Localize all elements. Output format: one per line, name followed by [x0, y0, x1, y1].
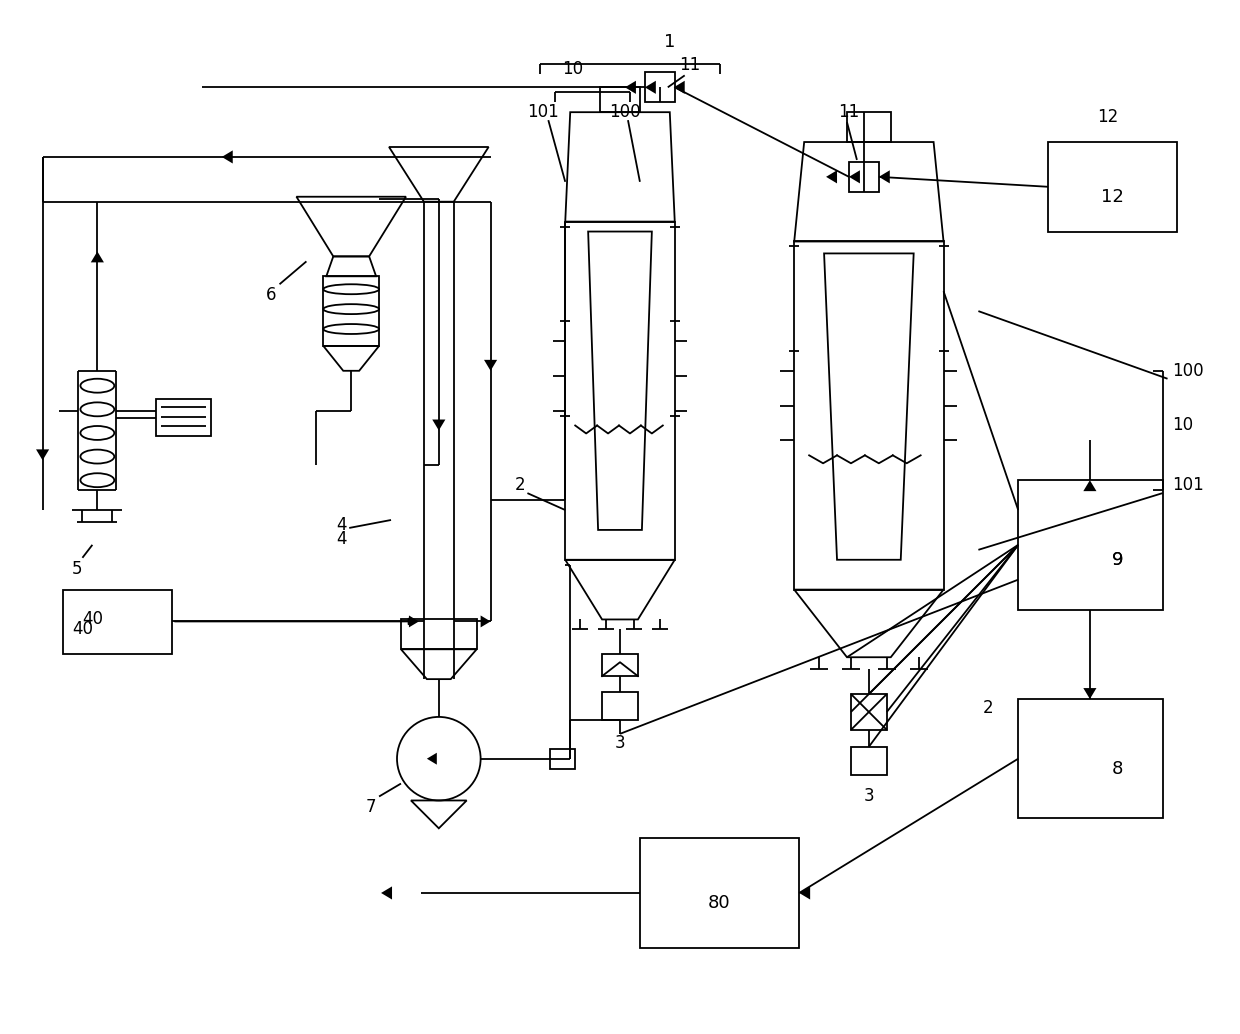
- Bar: [794, 242, 944, 589]
- Text: 3: 3: [863, 787, 874, 804]
- Text: 40: 40: [72, 620, 93, 638]
- Text: 2: 2: [983, 699, 993, 717]
- Text: 12: 12: [1097, 109, 1118, 126]
- Bar: [156, 399, 211, 436]
- Text: 100: 100: [1173, 362, 1204, 379]
- Bar: [1018, 699, 1163, 818]
- Bar: [640, 839, 800, 948]
- Bar: [645, 72, 675, 102]
- Text: 1: 1: [665, 32, 676, 51]
- Text: 11: 11: [838, 103, 859, 121]
- Polygon shape: [1084, 688, 1096, 699]
- Polygon shape: [849, 171, 859, 183]
- Text: 101: 101: [527, 103, 559, 121]
- Text: 80: 80: [708, 894, 730, 912]
- Bar: [401, 619, 476, 649]
- Polygon shape: [879, 171, 890, 183]
- Text: 6: 6: [267, 286, 277, 304]
- Text: 7: 7: [366, 798, 377, 817]
- Polygon shape: [91, 251, 104, 263]
- Polygon shape: [800, 886, 810, 900]
- Text: 9: 9: [1112, 551, 1123, 569]
- Text: 100: 100: [609, 103, 641, 121]
- Text: 4: 4: [336, 530, 346, 548]
- Text: 10: 10: [562, 60, 583, 79]
- Text: 10: 10: [1173, 417, 1194, 434]
- Polygon shape: [409, 615, 419, 628]
- Bar: [1048, 142, 1178, 232]
- Text: 5: 5: [72, 559, 83, 578]
- Text: 2: 2: [515, 476, 526, 494]
- Text: 3: 3: [615, 734, 625, 752]
- Bar: [551, 749, 575, 768]
- Bar: [603, 692, 637, 720]
- Polygon shape: [673, 81, 684, 94]
- Polygon shape: [433, 420, 445, 430]
- Text: 101: 101: [1173, 476, 1204, 494]
- Text: 12: 12: [1101, 188, 1125, 206]
- Polygon shape: [381, 886, 392, 900]
- Polygon shape: [481, 615, 491, 628]
- Bar: [565, 221, 675, 559]
- Bar: [324, 276, 379, 346]
- Bar: [849, 162, 879, 191]
- Polygon shape: [36, 450, 50, 460]
- Text: 40: 40: [82, 610, 103, 629]
- Polygon shape: [645, 81, 656, 94]
- Polygon shape: [625, 81, 636, 94]
- Bar: [62, 589, 172, 655]
- Text: 4: 4: [336, 516, 346, 534]
- Bar: [851, 747, 887, 774]
- Polygon shape: [427, 753, 436, 765]
- Bar: [847, 112, 890, 142]
- Text: 9: 9: [1112, 551, 1123, 569]
- Polygon shape: [826, 171, 837, 183]
- Text: 8: 8: [1112, 760, 1123, 778]
- Polygon shape: [222, 150, 233, 163]
- Polygon shape: [1084, 480, 1096, 491]
- Text: 11: 11: [680, 57, 701, 74]
- Polygon shape: [484, 360, 497, 371]
- Bar: [1018, 480, 1163, 609]
- Bar: [600, 87, 640, 112]
- Bar: [603, 655, 637, 676]
- Bar: [851, 694, 887, 730]
